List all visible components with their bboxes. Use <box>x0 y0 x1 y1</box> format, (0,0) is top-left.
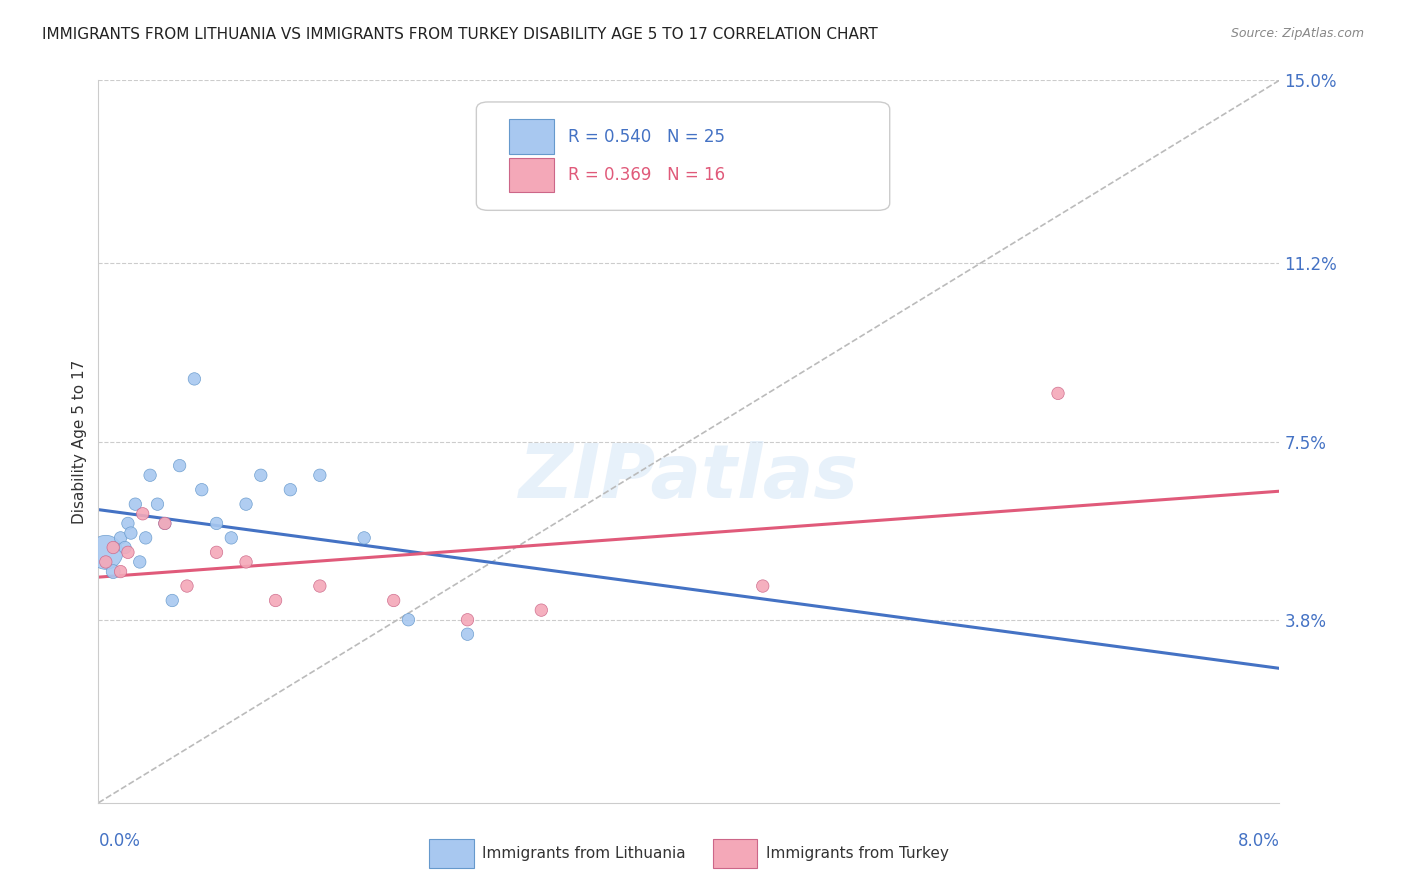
Point <box>153 516 176 531</box>
Point <box>398 613 420 627</box>
Bar <box>509 120 554 154</box>
FancyBboxPatch shape <box>477 102 890 211</box>
Point <box>103 565 125 579</box>
Point <box>132 507 155 521</box>
Bar <box>509 158 554 193</box>
Point <box>110 565 132 579</box>
Text: 8.0%: 8.0% <box>1237 831 1279 850</box>
Bar <box>713 838 758 868</box>
Point <box>120 526 142 541</box>
Point <box>153 516 176 531</box>
Point <box>94 545 117 559</box>
Point <box>457 627 479 641</box>
Point <box>128 555 150 569</box>
Text: Immigrants from Lithuania: Immigrants from Lithuania <box>482 846 686 861</box>
Point <box>205 516 228 531</box>
Point <box>205 545 228 559</box>
Point <box>752 579 775 593</box>
Point <box>1046 386 1070 401</box>
Point <box>264 593 287 607</box>
Point <box>94 555 117 569</box>
Point <box>221 531 243 545</box>
Point <box>114 541 136 555</box>
Text: 0.0%: 0.0% <box>98 831 141 850</box>
Point <box>457 613 479 627</box>
Text: Source: ZipAtlas.com: Source: ZipAtlas.com <box>1230 27 1364 40</box>
Point <box>309 579 332 593</box>
Point <box>117 516 139 531</box>
Point <box>124 497 146 511</box>
Point <box>110 531 132 545</box>
Point <box>117 545 139 559</box>
Point <box>280 483 302 497</box>
Point <box>169 458 191 473</box>
Point <box>103 541 125 555</box>
Text: Immigrants from Turkey: Immigrants from Turkey <box>766 846 949 861</box>
Point <box>139 468 162 483</box>
Point <box>135 531 157 545</box>
Point <box>162 593 183 607</box>
Point <box>353 531 375 545</box>
Text: R = 0.369   N = 16: R = 0.369 N = 16 <box>568 166 725 184</box>
Text: IMMIGRANTS FROM LITHUANIA VS IMMIGRANTS FROM TURKEY DISABILITY AGE 5 TO 17 CORRE: IMMIGRANTS FROM LITHUANIA VS IMMIGRANTS … <box>42 27 877 42</box>
Point <box>382 593 405 607</box>
Point <box>191 483 214 497</box>
Text: ZIPatlas: ZIPatlas <box>519 442 859 514</box>
Text: R = 0.540   N = 25: R = 0.540 N = 25 <box>568 128 725 145</box>
Point <box>309 468 332 483</box>
Point <box>235 555 257 569</box>
Point <box>176 579 198 593</box>
Point <box>250 468 273 483</box>
Point <box>530 603 553 617</box>
Point <box>183 372 205 386</box>
Y-axis label: Disability Age 5 to 17: Disability Age 5 to 17 <box>72 359 87 524</box>
Bar <box>429 838 474 868</box>
Point <box>146 497 169 511</box>
Point <box>235 497 257 511</box>
